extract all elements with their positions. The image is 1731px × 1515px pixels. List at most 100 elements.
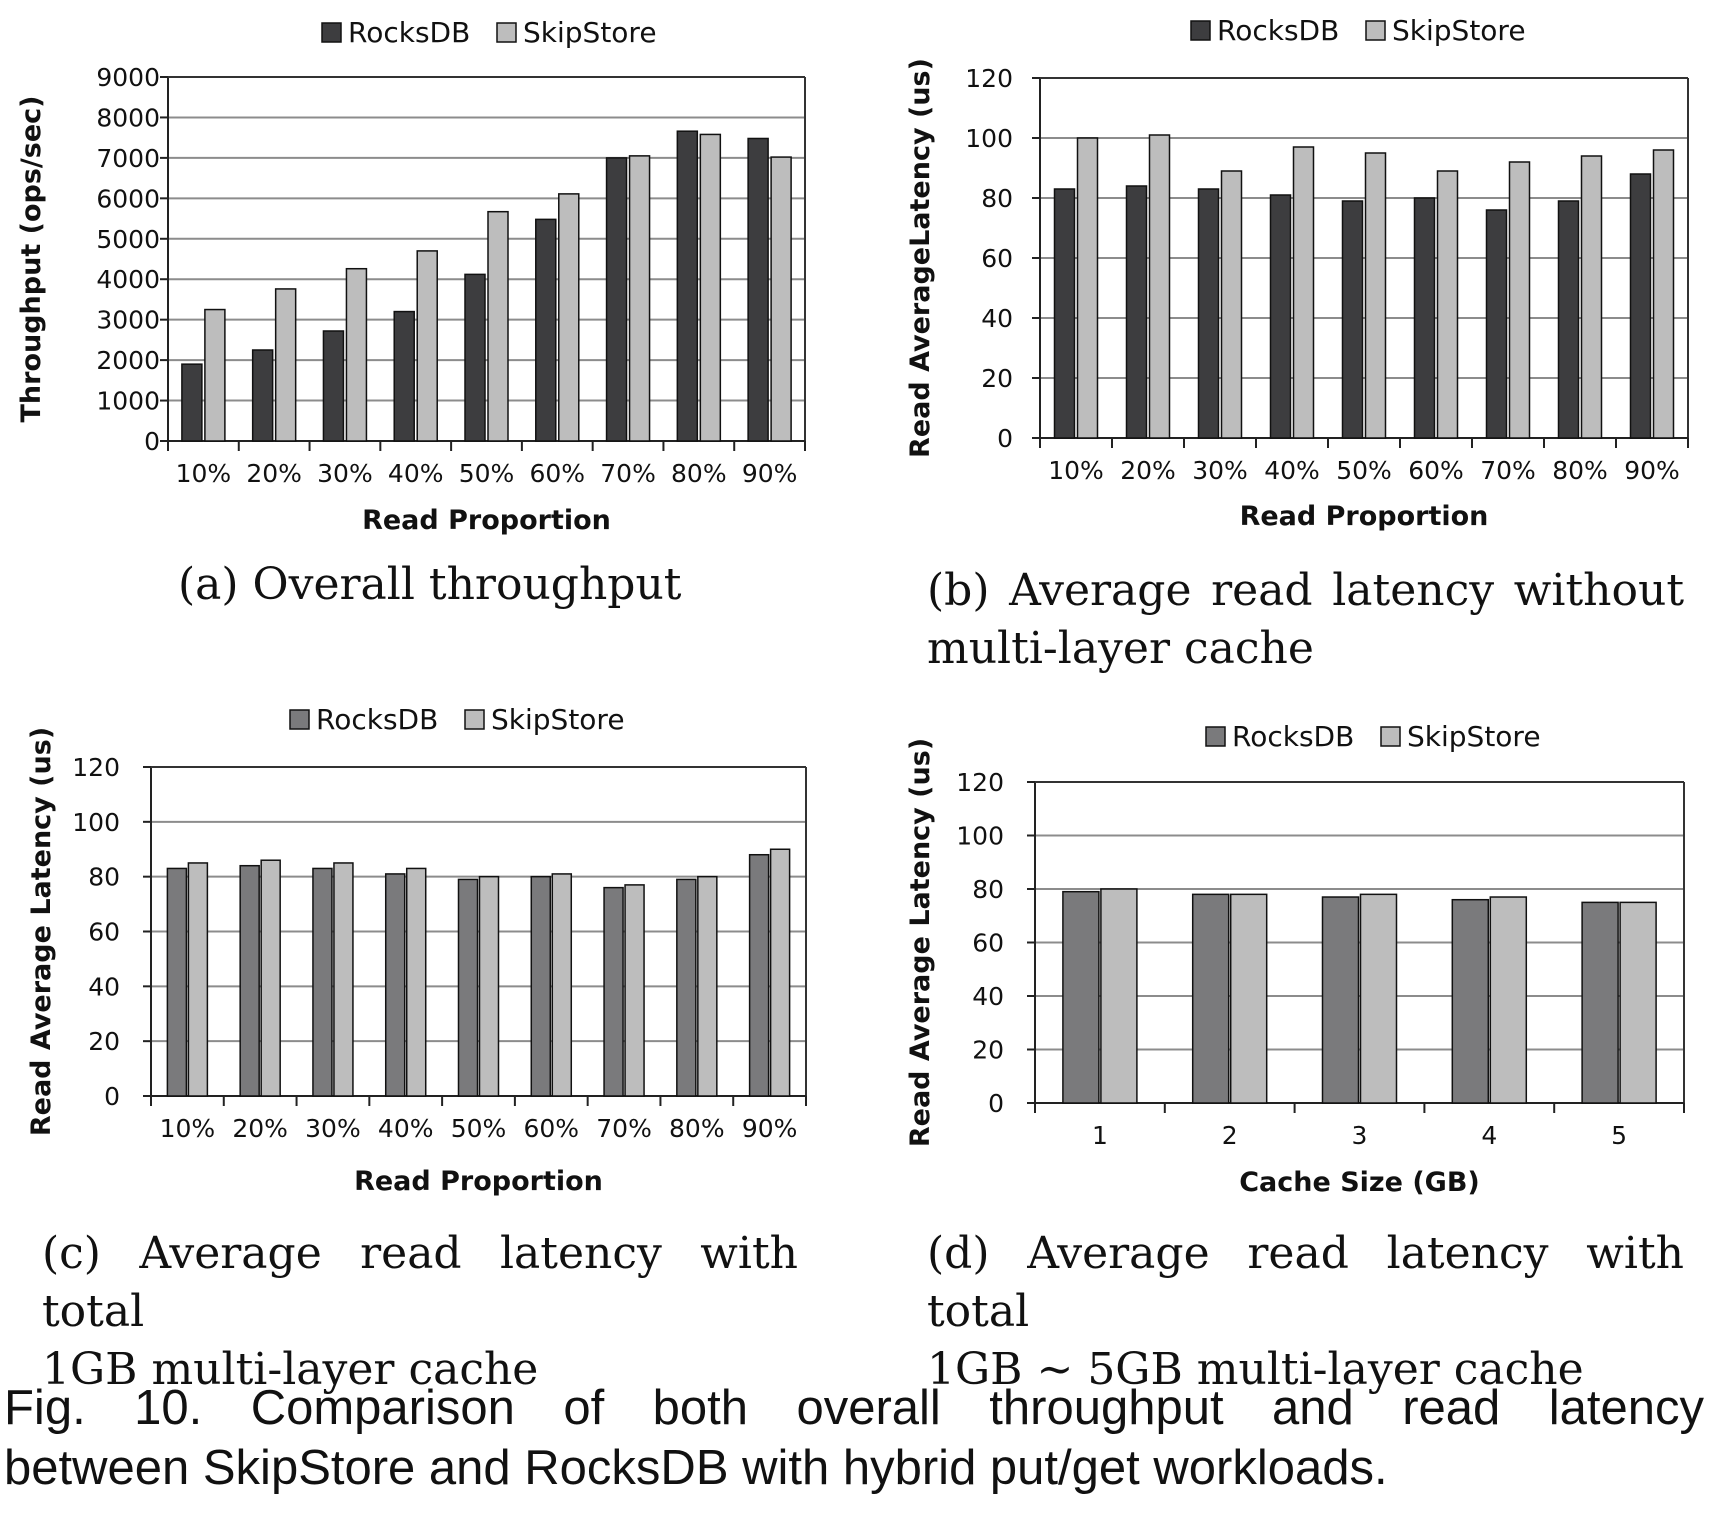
- bar-rocksdb-40pct: [393, 310, 415, 442]
- x-tick-label: 30%: [317, 459, 373, 488]
- y-tick-label: 100: [72, 808, 120, 837]
- x-tick-label: 70%: [596, 1114, 652, 1143]
- bar-rocksdb-5: [1581, 901, 1619, 1104]
- subcaption-d-line2: 1GB ∼ 5GB multi-layer cache: [927, 1344, 1584, 1395]
- bar-skipstore-10pct: [1076, 137, 1099, 439]
- bar-skipstore-30pct: [345, 267, 368, 442]
- y-tick-label: 40: [981, 304, 1013, 333]
- bar-rocksdb-10pct: [181, 363, 203, 442]
- x-tick-label: 80%: [1552, 456, 1608, 485]
- bar-skipstore-80pct: [699, 133, 722, 442]
- y-tick-label: 20: [88, 1027, 120, 1056]
- bar-skipstore-80pct: [1580, 155, 1603, 439]
- y-tick-label: 60: [972, 929, 1004, 958]
- y-tick-label: 100: [956, 822, 1004, 851]
- legend-swatch: [1190, 20, 1211, 41]
- x-tick-label: 40%: [378, 1114, 434, 1143]
- x-tick-label: 90%: [1624, 456, 1680, 485]
- bar-rocksdb-80pct: [676, 878, 697, 1097]
- bar-skipstore-70pct: [628, 155, 651, 442]
- legend-swatch: [1380, 726, 1401, 747]
- y-tick-label: 0: [104, 1082, 120, 1111]
- legend-label: RocksDB: [348, 16, 470, 49]
- bar-rocksdb-60pct: [1413, 197, 1436, 439]
- y-tick-label: 20: [972, 1036, 1004, 1065]
- chart-d-group: 0 20 40 60 80 100 120 1 2 3 4 5 Cache Size (GB) Read …: [905, 720, 1685, 1198]
- bar-rocksdb-80pct: [1557, 200, 1580, 439]
- x-tick-label: 90%: [742, 1114, 798, 1143]
- x-tick-label: 50%: [1336, 456, 1392, 485]
- subcaption-c-line2: 1GB multi-layer cache: [42, 1344, 539, 1395]
- subcaption-b-line2: multi-layer cache: [927, 623, 1314, 674]
- legend-label: SkipStore: [491, 703, 625, 736]
- bar-rocksdb-90pct: [747, 137, 769, 442]
- y-tick-label: 100: [965, 124, 1013, 153]
- bar-rocksdb-10pct: [166, 867, 188, 1097]
- subcaption-a: (a) Overall throughput: [178, 556, 738, 614]
- figure-caption: Fig. 10. Comparison of both overall thro…: [4, 1378, 1704, 1498]
- bar-skipstore-40pct: [1292, 146, 1315, 439]
- y-tick-label: 1000: [96, 387, 160, 416]
- y-tick-label: 3000: [96, 306, 160, 335]
- bar-skipstore-90pct: [770, 156, 792, 442]
- bar-rocksdb-20pct: [239, 864, 260, 1097]
- x-tick-label: 70%: [1480, 456, 1536, 485]
- y-axis-title: Read AverageLatency (us): [905, 58, 936, 458]
- legend-label: RocksDB: [1217, 14, 1339, 47]
- bar-rocksdb-70pct: [603, 886, 624, 1097]
- y-tick-label: 120: [956, 768, 1004, 797]
- y-tick-label: 80: [88, 863, 120, 892]
- bar-rocksdb-70pct: [605, 157, 628, 442]
- bar-rocksdb-90pct: [1629, 173, 1652, 439]
- bar-skipstore-80pct: [697, 875, 718, 1097]
- bar-rocksdb-40pct: [384, 873, 406, 1097]
- x-tick-label: 90%: [742, 459, 798, 488]
- y-tick-label: 2000: [96, 346, 160, 375]
- bar-skipstore-20pct: [274, 288, 297, 442]
- x-tick-label: 5: [1611, 1121, 1627, 1150]
- y-tick-label: 0: [144, 427, 160, 456]
- bar-rocksdb-60pct: [530, 875, 552, 1097]
- bar-skipstore-20pct: [260, 859, 281, 1097]
- legend-swatch: [464, 709, 485, 730]
- chart-b-group: 0 20 40 60 80 100 120 10% 20% 30% 40% 50% 60% 70% 80% 9…: [905, 14, 1689, 532]
- bar-rocksdb-20pct: [1125, 185, 1148, 439]
- figure-caption-line1: Fig. 10. Comparison of both overall thro…: [4, 1381, 1704, 1435]
- bar-rocksdb-4: [1451, 898, 1490, 1104]
- y-axis-title: Read Average Latency (us): [26, 727, 57, 1136]
- legend-label: SkipStore: [1392, 14, 1526, 47]
- bar-skipstore-3: [1359, 893, 1398, 1104]
- bar-skipstore-70pct: [624, 884, 645, 1097]
- x-tick-label: 2: [1222, 1121, 1238, 1150]
- bar-skipstore-1: [1100, 888, 1138, 1104]
- x-axis-title: Read Proportion: [354, 1166, 603, 1197]
- bar-rocksdb-30pct: [312, 867, 333, 1097]
- legend-label: RocksDB: [316, 703, 438, 736]
- bar-skipstore-30pct: [1220, 170, 1243, 439]
- x-tick-label: 10%: [160, 1114, 216, 1143]
- bar-rocksdb-70pct: [1485, 209, 1508, 439]
- y-tick-label: 120: [72, 753, 120, 782]
- y-tick-label: 8000: [96, 103, 160, 132]
- x-tick-label: 70%: [600, 459, 656, 488]
- bar-skipstore-40pct: [405, 867, 427, 1097]
- legend-swatch: [496, 22, 517, 43]
- legend-swatch: [1205, 726, 1226, 747]
- bar-rocksdb-40pct: [1269, 194, 1292, 439]
- bar-rocksdb-2: [1191, 893, 1230, 1104]
- subcaption-d-line1: (d) Average read latency with total: [927, 1228, 1684, 1337]
- x-axis-title: Read Proportion: [1240, 501, 1489, 532]
- x-tick-label: 60%: [523, 1114, 579, 1143]
- y-tick-label: 80: [981, 184, 1013, 213]
- legend-swatch: [1365, 20, 1386, 41]
- bar-rocksdb-50pct: [1341, 200, 1364, 439]
- bar-rocksdb-1: [1062, 890, 1100, 1104]
- bar-skipstore-10pct: [204, 308, 226, 442]
- legend-a: RocksDB SkipStore: [321, 16, 657, 49]
- bar-skipstore-4: [1489, 896, 1528, 1104]
- y-tick-label: 40: [88, 972, 120, 1001]
- bar-skipstore-50pct: [1364, 152, 1387, 439]
- legend-b: RocksDB SkipStore: [1190, 14, 1526, 47]
- subcaption-d: (d) Average read latency with total 1GB …: [927, 1225, 1684, 1399]
- bar-skipstore-40pct: [416, 250, 438, 442]
